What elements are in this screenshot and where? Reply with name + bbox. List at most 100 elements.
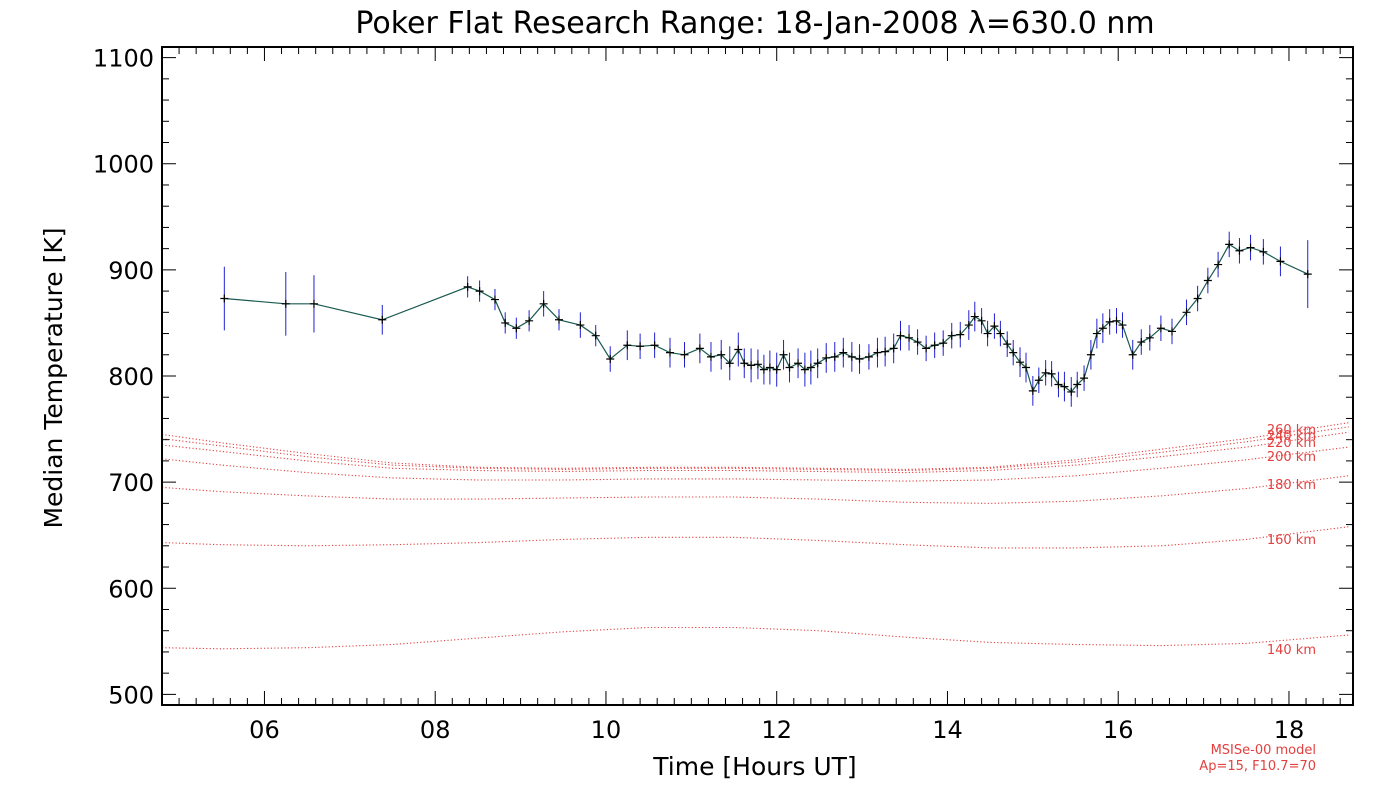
x-tick-label: 14: [932, 716, 963, 744]
data-point: [463, 282, 472, 291]
data-point: [1067, 387, 1076, 396]
data-point: [1041, 368, 1050, 377]
data-point: [847, 352, 856, 361]
data-point: [1203, 276, 1212, 285]
data-point: [939, 339, 948, 348]
data-point: [800, 365, 809, 374]
data-point: [1016, 358, 1025, 367]
x-axis-label: Time [Hours UT]: [652, 752, 856, 781]
model-label-160km: 160 km: [1267, 533, 1316, 548]
data-point: [1080, 374, 1089, 383]
data-point: [695, 344, 704, 353]
data-point: [1028, 386, 1037, 395]
data-point: [785, 363, 794, 372]
y-tick-label: 900: [108, 257, 154, 285]
data-point: [1193, 294, 1202, 303]
data-point: [650, 341, 659, 350]
model-curve-260km: [161, 422, 1349, 470]
data-point: [501, 318, 510, 327]
data-point: [1246, 243, 1255, 252]
data-point: [1034, 376, 1043, 385]
data-point: [1168, 327, 1176, 336]
model-label-220km: 220 km: [1267, 436, 1316, 451]
x-tick-label: 06: [249, 716, 280, 744]
data-point: [378, 315, 387, 324]
x-tick-label: 10: [591, 716, 622, 744]
data-point: [591, 331, 600, 340]
data-point: [623, 341, 632, 350]
data-point: [864, 352, 873, 361]
data-point: [1086, 350, 1095, 359]
model-label-200km: 200 km: [1267, 450, 1316, 465]
data-point: [309, 299, 318, 308]
model-curve-180km: [161, 475, 1349, 504]
model-curve-200km: [161, 446, 1349, 482]
data-point: [539, 299, 548, 308]
model-label-140km: 140 km: [1267, 643, 1316, 658]
x-tick-label: 16: [1103, 716, 1134, 744]
data-point: [1009, 348, 1018, 357]
data-point: [1182, 308, 1191, 317]
model-curve-240km: [161, 426, 1349, 472]
data-point: [753, 360, 762, 369]
plot-frame: 06 08 10 12 14 16 18 500 600 700 800 900 1000 1100: [93, 45, 1354, 744]
data-point: [889, 344, 898, 353]
data-point: [734, 345, 743, 354]
data-point: [665, 348, 674, 357]
data-point: [475, 287, 484, 296]
data-point: [1303, 270, 1312, 279]
data-point: [956, 330, 965, 339]
data-point: [779, 350, 788, 359]
data-point: [555, 315, 563, 324]
data-point: [1060, 382, 1069, 391]
data-point: [896, 331, 905, 340]
data-point: [794, 359, 803, 368]
model-label-180km: 180 km: [1267, 478, 1316, 493]
data-point: [512, 324, 521, 333]
y-tick-label: 1000: [93, 151, 154, 179]
data-point: [759, 365, 768, 374]
data-point: [765, 363, 774, 372]
measurement-line: [224, 243, 1309, 393]
model-curve-160km: [161, 526, 1349, 549]
data-point: [996, 329, 1005, 338]
y-tick-label: 800: [108, 363, 154, 391]
model-footnote-line-1: MSISe-00 model: [1211, 743, 1316, 758]
data-point: [905, 333, 914, 342]
data-point: [576, 321, 585, 330]
data-point: [772, 365, 781, 374]
data-point: [717, 350, 726, 359]
data-point: [977, 316, 986, 325]
data-point: [947, 331, 956, 340]
y-axis-label: Median Temperature [K]: [39, 227, 68, 528]
data-point: [806, 363, 815, 372]
y-tick-label: 500: [108, 681, 154, 709]
data-point: [1235, 246, 1244, 255]
data-point: [747, 361, 756, 370]
data-point: [706, 352, 715, 361]
data-point: [525, 316, 534, 325]
data-point: [881, 347, 890, 356]
data-point: [606, 355, 615, 364]
data-point: [1156, 324, 1165, 333]
data-point: [1022, 363, 1031, 372]
x-tick-label: 08: [420, 716, 451, 744]
data-point: [1098, 324, 1107, 333]
data-point: [1054, 380, 1063, 389]
data-point: [970, 312, 979, 321]
data-point: [1145, 333, 1154, 342]
data-point: [281, 299, 290, 308]
model-footnote-line-2: Ap=15, F10.7=70: [1199, 759, 1316, 774]
data-point: [1073, 380, 1082, 389]
data-point: [983, 329, 992, 338]
data-point: [855, 355, 864, 364]
data-point: [822, 353, 831, 362]
y-tick-label: 700: [108, 469, 154, 497]
data-point: [964, 321, 973, 330]
data-point: [1105, 317, 1114, 326]
data-point: [740, 359, 749, 368]
data-point: [1047, 369, 1056, 378]
